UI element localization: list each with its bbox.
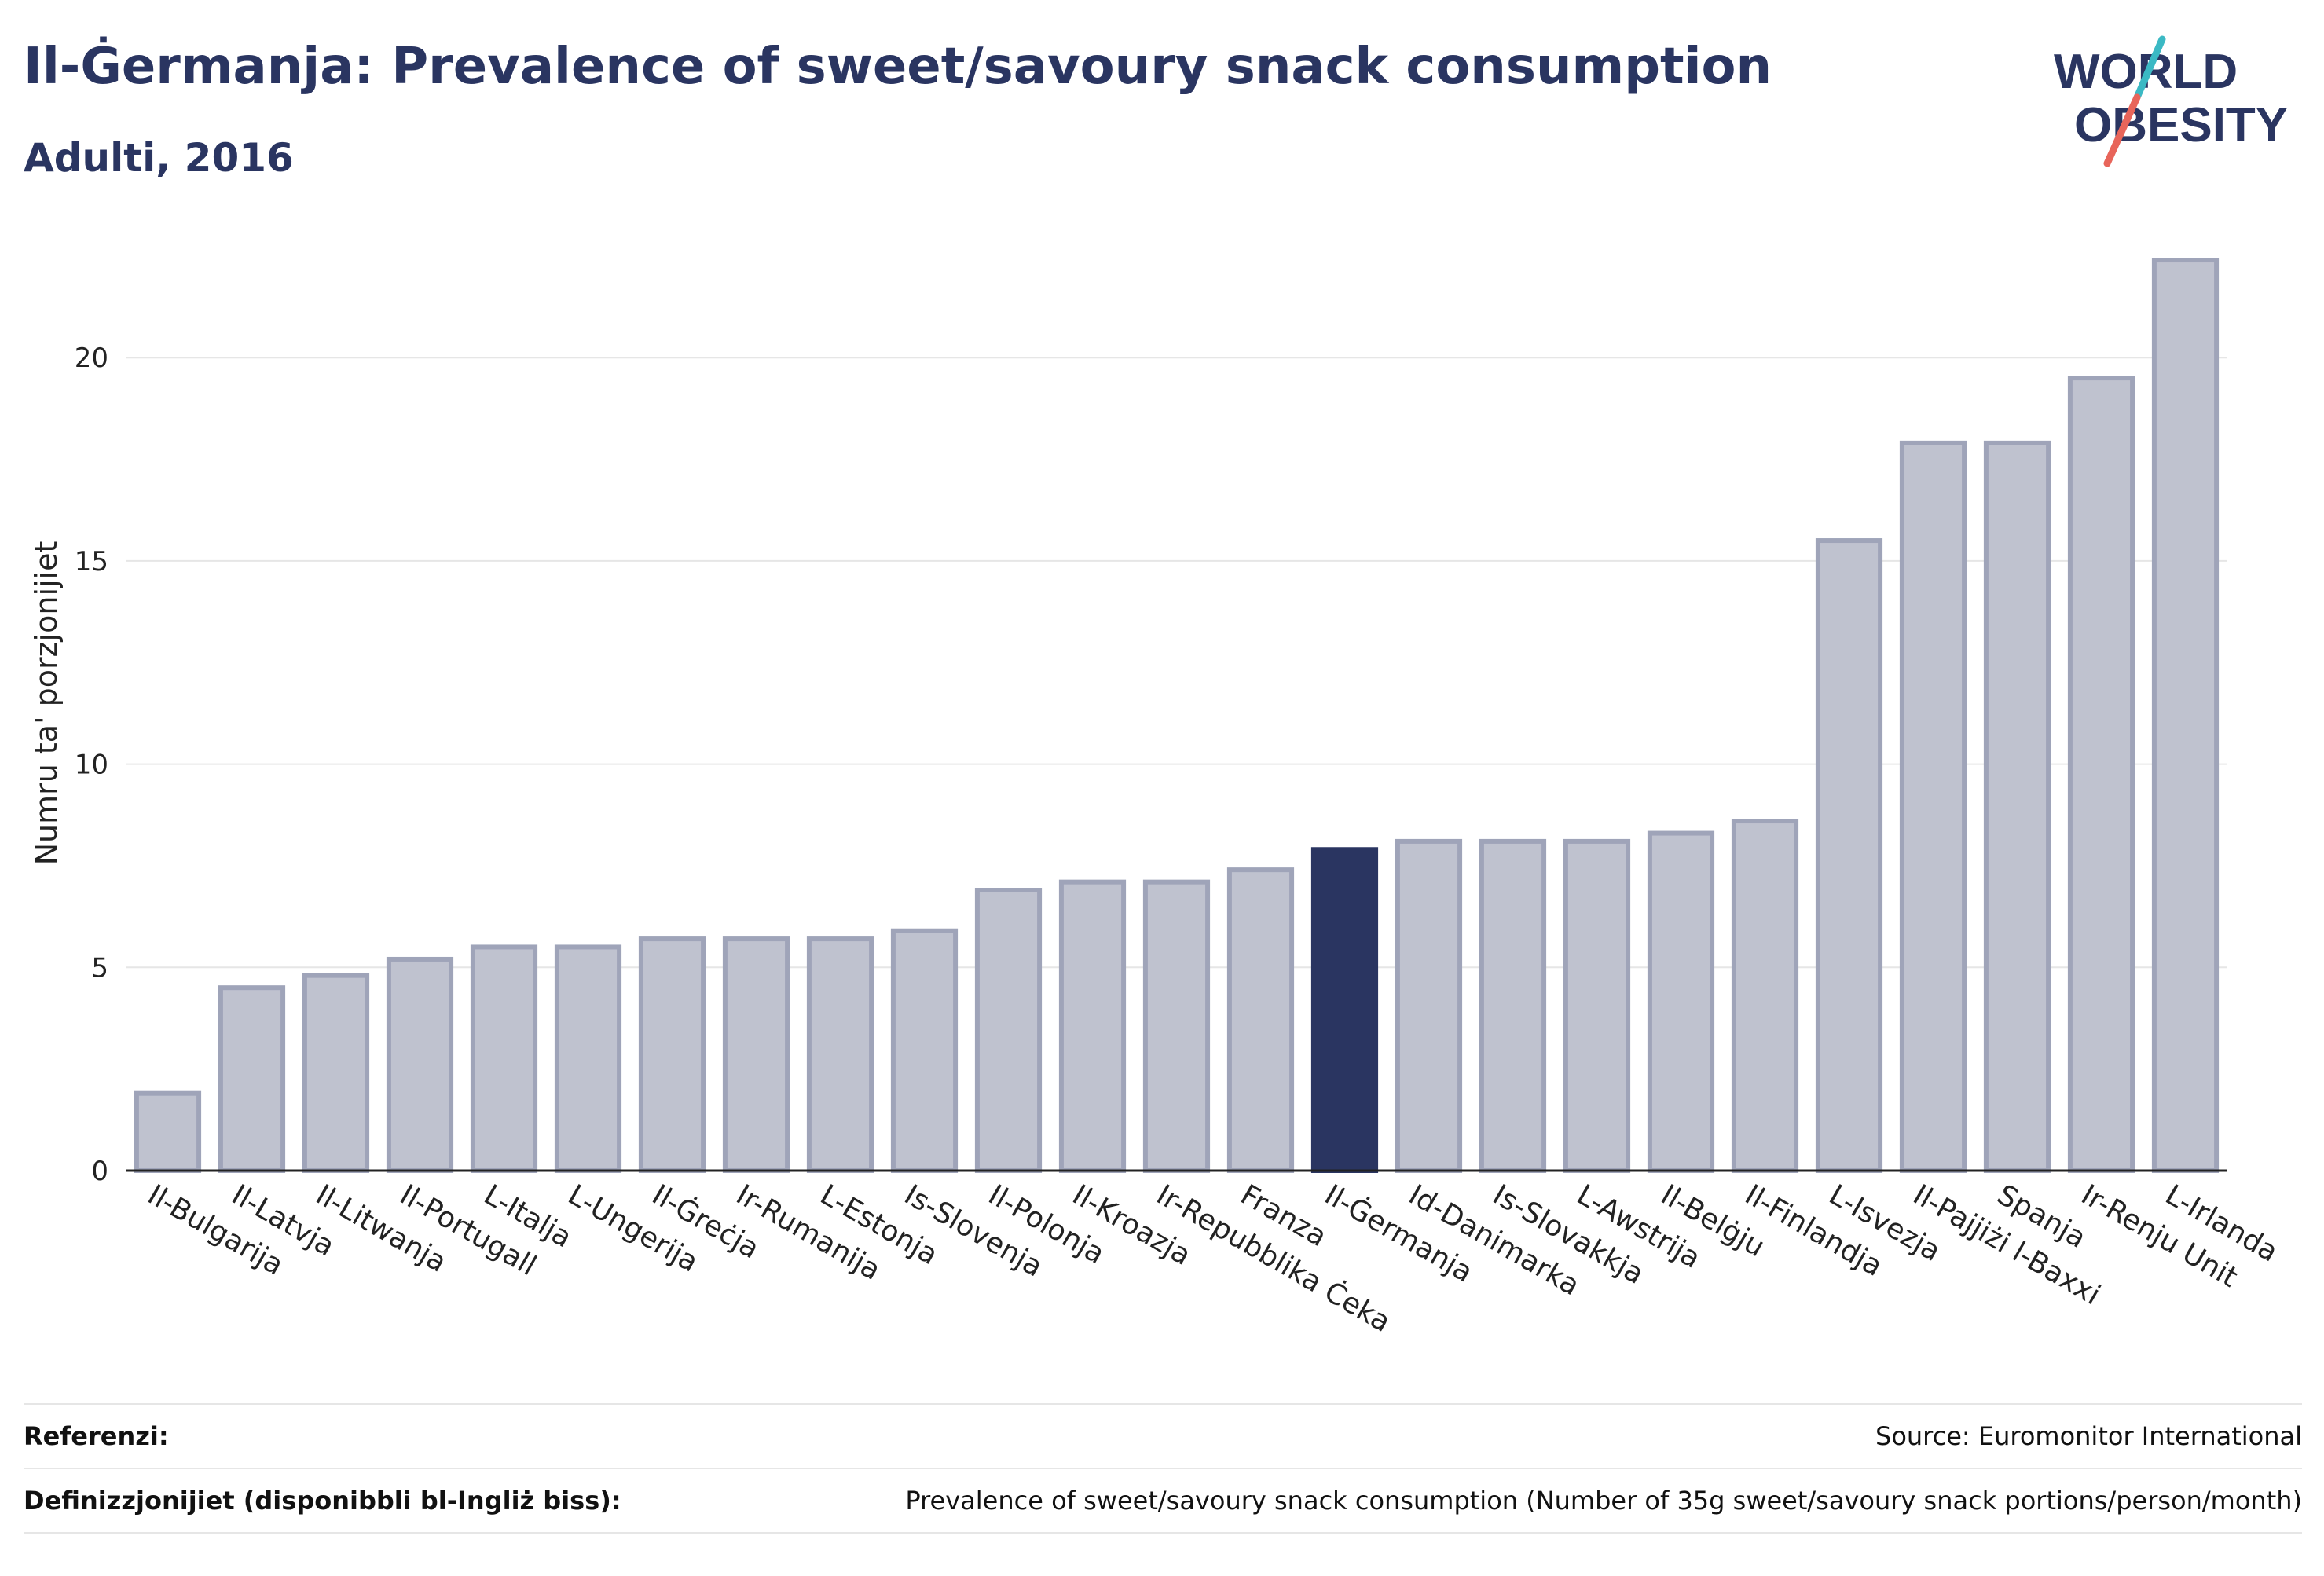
- bar: [974, 888, 1043, 1173]
- references-label: Referenzi:: [24, 1421, 169, 1451]
- y-axis-label: Numru ta' porzjonijiet: [29, 541, 64, 866]
- bar: [806, 936, 874, 1173]
- bar: [1815, 538, 1883, 1173]
- bar: [722, 936, 790, 1173]
- y-tick-label: 15: [75, 546, 108, 577]
- bar: [1647, 830, 1715, 1173]
- bar: [1058, 879, 1127, 1174]
- world-obesity-logo: WORLD OBESITY: [2054, 35, 2288, 167]
- y-tick-label: 20: [75, 343, 108, 374]
- bar: [1899, 440, 1967, 1173]
- bar: [2151, 258, 2220, 1174]
- definitions-value: Prevalence of sweet/savoury snack consum…: [905, 1486, 2302, 1516]
- chart-subtitle: Adulti, 2016: [24, 135, 294, 181]
- y-tick-label: 0: [91, 1156, 108, 1187]
- bar: [470, 944, 538, 1174]
- y-tick-label: 5: [91, 952, 108, 984]
- bar: [1563, 838, 1631, 1174]
- bar: [386, 956, 454, 1174]
- chart-title: Il-Ġermanja: Prevalence of sweet/savoury…: [24, 38, 1772, 96]
- bar: [554, 944, 622, 1174]
- bar-highlighted: [1310, 847, 1379, 1173]
- logo-line-2: OBESITY: [2074, 98, 2288, 152]
- bar: [1731, 819, 1799, 1173]
- references-row: Referenzi: Source: Euromonitor Internati…: [24, 1403, 2302, 1468]
- logo-slash-top: [2133, 35, 2166, 101]
- bar: [1479, 838, 1547, 1174]
- references-value: Source: Euromonitor International: [1875, 1421, 2302, 1451]
- bar: [218, 985, 286, 1174]
- bar: [1142, 879, 1211, 1174]
- bar: [134, 1090, 202, 1174]
- bar: [302, 973, 370, 1174]
- bar: [890, 928, 959, 1173]
- bar: [638, 936, 706, 1173]
- bar: [1395, 838, 1463, 1174]
- definitions-label: Definizzjonijiet (disponibbli bl-Ingliż …: [24, 1486, 621, 1516]
- bar: [2067, 376, 2135, 1173]
- bar: [1983, 440, 2051, 1173]
- y-tick-label: 10: [75, 750, 108, 781]
- definitions-row: Definizzjonijiet (disponibbli bl-Ingliż …: [24, 1468, 2302, 1534]
- logo-slash-bottom: [2103, 93, 2141, 167]
- bar: [1226, 867, 1295, 1174]
